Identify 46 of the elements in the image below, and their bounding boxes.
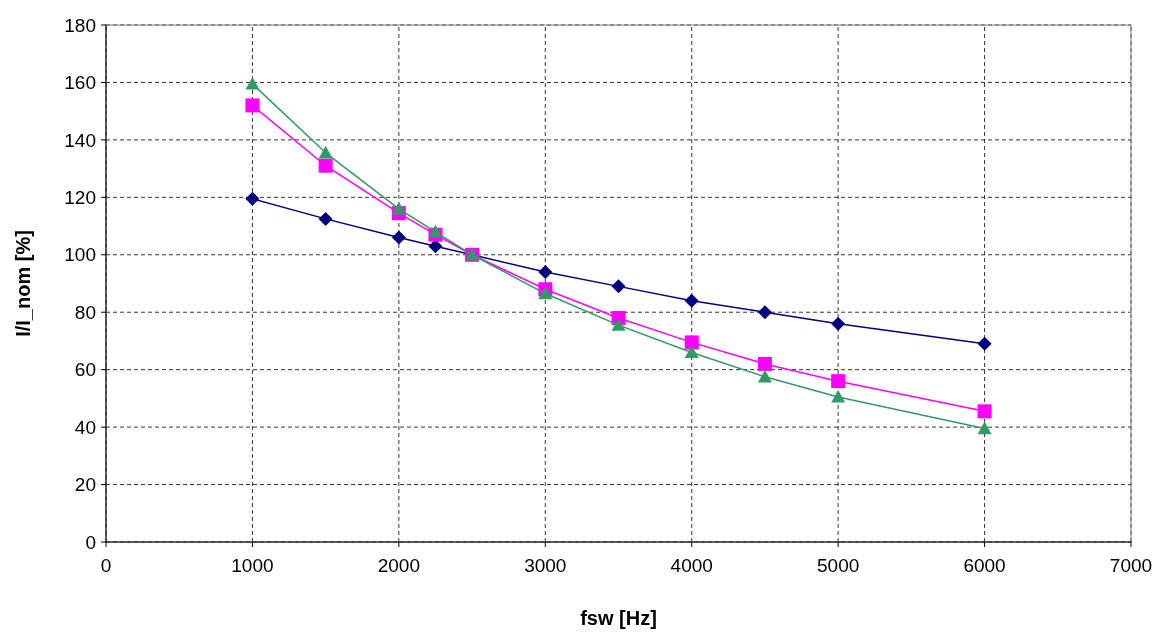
y-tick-label: 140	[64, 129, 96, 151]
point	[391, 230, 406, 245]
point	[611, 318, 626, 331]
point	[245, 98, 260, 113]
x-tick-label: 7000	[1109, 555, 1153, 576]
point	[391, 201, 406, 215]
point	[318, 145, 333, 159]
x-axis-title: fsw [Hz]	[580, 607, 657, 629]
point	[757, 369, 772, 383]
point	[831, 389, 846, 403]
point	[757, 356, 772, 371]
x-tick-label: 1000	[231, 555, 274, 576]
point	[318, 158, 333, 173]
point	[831, 374, 846, 389]
x-tick-label: 3000	[524, 555, 567, 576]
y-tick-label: 40	[74, 416, 96, 438]
x-tick-label: 2000	[377, 555, 420, 576]
x-tick-label: 6000	[963, 555, 1006, 576]
point	[977, 421, 992, 435]
point	[318, 211, 333, 226]
x-tick-label: 0	[100, 555, 112, 576]
point	[977, 404, 992, 419]
y-tick-label: 80	[74, 301, 96, 323]
point	[611, 279, 626, 294]
y-tick-label: 120	[64, 186, 96, 208]
point	[538, 286, 553, 300]
y-tick-label: 180	[64, 14, 96, 36]
point	[977, 336, 992, 351]
x-tick-label: 5000	[817, 555, 860, 576]
point	[245, 76, 260, 90]
y-tick-label: 160	[64, 72, 96, 94]
y-axis-title: I/I_nom [%]	[12, 230, 34, 337]
y-tick-label: 0	[85, 531, 96, 553]
point	[831, 316, 846, 331]
point	[684, 335, 699, 350]
x-tick-label: 4000	[670, 555, 713, 576]
point	[428, 239, 443, 254]
y-tick-label: 60	[74, 359, 96, 381]
point	[684, 293, 699, 308]
point	[245, 191, 260, 206]
point	[428, 224, 443, 238]
y-tick-label: 20	[74, 474, 96, 496]
point	[757, 305, 772, 320]
point	[538, 265, 553, 280]
y-tick-label: 100	[64, 244, 96, 266]
point	[684, 345, 699, 359]
